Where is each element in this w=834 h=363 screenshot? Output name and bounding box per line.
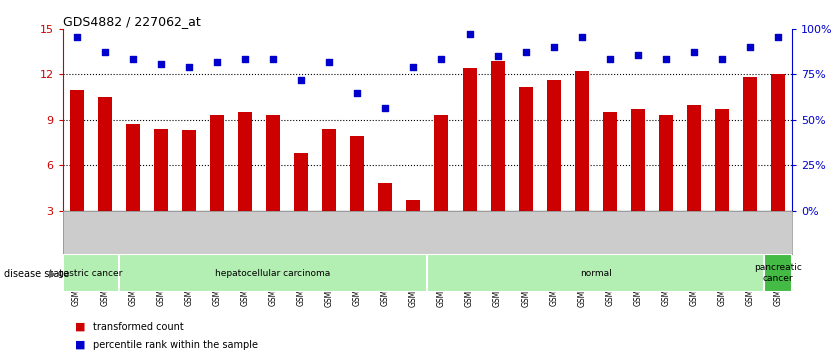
Point: [575, 34, 589, 40]
Point: [379, 105, 392, 111]
Point: [771, 34, 785, 40]
Point: [519, 49, 532, 55]
Bar: [547, 81, 560, 211]
Point: [603, 56, 616, 62]
Bar: [631, 109, 645, 211]
Point: [435, 56, 448, 62]
Bar: [743, 77, 757, 211]
Point: [687, 49, 701, 55]
Bar: [118, 254, 428, 292]
Point: [631, 52, 645, 58]
Point: [182, 64, 195, 70]
Point: [239, 56, 252, 62]
Bar: [63, 254, 118, 292]
Bar: [771, 74, 786, 211]
Bar: [715, 109, 729, 211]
Point: [407, 64, 420, 70]
Bar: [575, 72, 589, 211]
Text: percentile rank within the sample: percentile rank within the sample: [93, 340, 259, 350]
Bar: [435, 115, 449, 211]
Bar: [153, 129, 168, 211]
Bar: [603, 112, 617, 211]
Bar: [764, 254, 792, 292]
Bar: [463, 68, 476, 211]
Bar: [182, 130, 196, 211]
Bar: [406, 200, 420, 211]
Text: transformed count: transformed count: [93, 322, 184, 332]
Bar: [98, 97, 112, 211]
Bar: [428, 254, 764, 292]
Point: [491, 53, 505, 59]
Bar: [69, 90, 83, 211]
Bar: [294, 153, 308, 211]
Bar: [687, 105, 701, 211]
Point: [323, 60, 336, 65]
Bar: [490, 61, 505, 211]
Text: ▶: ▶: [49, 269, 57, 279]
Point: [547, 44, 560, 50]
Text: normal: normal: [580, 269, 611, 278]
Bar: [519, 86, 533, 211]
Bar: [266, 115, 280, 211]
Point: [463, 30, 476, 36]
Point: [70, 34, 83, 40]
Text: ■: ■: [75, 322, 86, 332]
Bar: [379, 183, 392, 211]
Point: [210, 60, 224, 65]
Bar: [238, 112, 252, 211]
Text: gastric cancer: gastric cancer: [58, 269, 123, 278]
Bar: [350, 136, 364, 211]
Point: [744, 44, 757, 50]
Text: ■: ■: [75, 340, 86, 350]
Point: [660, 56, 673, 62]
Point: [126, 56, 139, 62]
Text: pancreatic
cancer: pancreatic cancer: [754, 264, 802, 283]
Point: [350, 90, 364, 95]
Bar: [126, 125, 140, 211]
Point: [716, 56, 729, 62]
Bar: [210, 115, 224, 211]
Bar: [659, 115, 673, 211]
Point: [154, 61, 168, 67]
Text: GDS4882 / 227062_at: GDS4882 / 227062_at: [63, 15, 200, 28]
Point: [98, 49, 111, 55]
Bar: [322, 129, 336, 211]
Text: disease state: disease state: [4, 269, 69, 279]
Text: hepatocellular carcinoma: hepatocellular carcinoma: [215, 269, 330, 278]
Point: [266, 56, 279, 62]
Point: [294, 78, 308, 83]
